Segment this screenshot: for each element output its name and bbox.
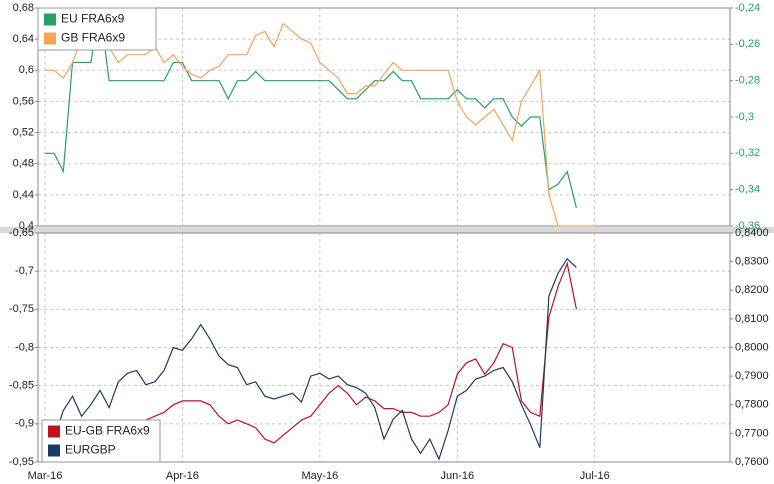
y-tick-label: -0,85 xyxy=(9,380,34,392)
y-tick-label: 0,68 xyxy=(13,2,34,14)
y-tick-label: 0,44 xyxy=(13,189,34,201)
y2-tick-label: 0,7600 xyxy=(735,456,769,468)
legend-box xyxy=(37,7,157,51)
series-line xyxy=(44,257,577,461)
legend-label: EURGBP xyxy=(65,443,116,457)
y2-tick-label: -0,3 xyxy=(735,111,754,123)
panel-splitter xyxy=(0,227,774,233)
y2-tick-label: 0,8000 xyxy=(735,341,769,353)
x-tick-label: Jun-16 xyxy=(440,470,474,482)
y-tick-label: 0,64 xyxy=(13,33,34,45)
y-tick-label: -0,8 xyxy=(15,341,34,353)
y2-tick-label: 0,7700 xyxy=(735,427,769,439)
y2-tick-label: 0,7800 xyxy=(735,399,769,411)
x-tick-label: May-16 xyxy=(302,470,339,482)
y2-tick-label: -0,26 xyxy=(735,38,760,50)
y-tick-label: -0,65 xyxy=(9,227,34,239)
y-tick-label: 0,4 xyxy=(19,220,34,232)
y2-tick-label: -0,32 xyxy=(735,147,760,159)
legend-label: EU FRA6x9 xyxy=(61,12,125,26)
y2-tick-label: 0,8300 xyxy=(735,256,769,268)
y-tick-label: 0,6 xyxy=(19,64,34,76)
legend-swatch xyxy=(44,32,56,45)
y2-tick-label: -0,24 xyxy=(735,2,760,14)
y-tick-label: -0,9 xyxy=(15,418,34,430)
y2-tick-label: 0,7900 xyxy=(735,370,769,382)
legend-box xyxy=(41,419,161,463)
y2-tick-label: 0,8200 xyxy=(735,284,769,296)
y2-tick-label: -0,34 xyxy=(735,184,760,196)
legend-swatch xyxy=(48,425,60,438)
y-tick-label: -0,7 xyxy=(15,265,34,277)
y-tick-label: -0,75 xyxy=(9,303,34,315)
series-line xyxy=(45,22,595,227)
legend-swatch xyxy=(48,444,60,457)
legend-label: EU-GB FRA6x9 xyxy=(65,424,150,438)
y2-tick-label: -0,28 xyxy=(735,75,760,87)
y2-tick-label: 0,8100 xyxy=(735,313,769,325)
x-tick-label: Mar-16 xyxy=(28,470,63,482)
y-tick-label: -0,95 xyxy=(9,456,34,468)
y-tick-label: 0,52 xyxy=(13,126,34,138)
y2-tick-label: -0,36 xyxy=(735,220,760,232)
legend-swatch xyxy=(44,13,56,26)
legend-label: GB FRA6x9 xyxy=(61,31,125,45)
plot-frame xyxy=(37,232,731,463)
series-line xyxy=(45,7,577,208)
x-tick-label: Apr-16 xyxy=(166,470,199,482)
y2-tick-label: 0,8400 xyxy=(735,227,769,239)
x-tick-label: Jul-16 xyxy=(580,470,610,482)
plot-frame xyxy=(37,7,731,227)
y-tick-label: 0,56 xyxy=(13,95,34,107)
y-tick-label: 0,48 xyxy=(13,158,34,170)
